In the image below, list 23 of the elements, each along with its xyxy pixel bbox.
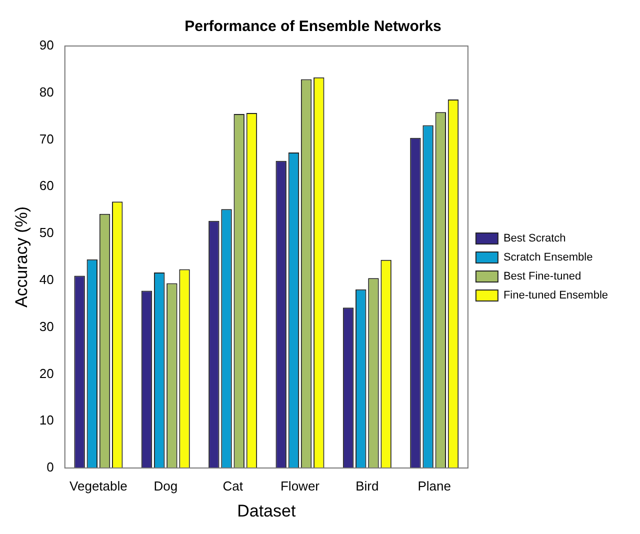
x-tick-label: Dog: [154, 478, 178, 494]
legend-label: Fine-tuned Ensemble: [503, 290, 608, 302]
x-tick-label: Bird: [356, 478, 379, 494]
legend-label: Best Scratch: [503, 232, 566, 245]
x-tick-label: Plane: [418, 478, 451, 494]
x-axis-title: Dataset: [237, 501, 296, 520]
y-tick-label: 10: [39, 412, 54, 428]
y-tick-label: 0: [46, 460, 54, 475]
y-axis-title: Accuracy (%): [12, 206, 31, 308]
y-tick-label: 30: [39, 318, 54, 334]
y-tick-label: 60: [39, 178, 54, 194]
y-tick-label: 40: [39, 272, 54, 288]
y-tick-label: 50: [39, 225, 54, 240]
y-tick-label: 90: [39, 38, 54, 53]
legend-label: Scratch Ensemble: [503, 252, 593, 264]
x-tick-label: Vegetable: [70, 478, 128, 494]
chart-title: Performance of Ensemble Networks: [184, 18, 442, 36]
legend-label: Best Fine-tuned: [503, 270, 582, 283]
x-tick-label: Cat: [222, 478, 244, 494]
y-tick-label: 70: [39, 131, 54, 146]
x-tick-label: Flower: [280, 478, 320, 494]
y-tick-label: 80: [39, 84, 54, 100]
y-tick-label: 20: [39, 366, 54, 381]
